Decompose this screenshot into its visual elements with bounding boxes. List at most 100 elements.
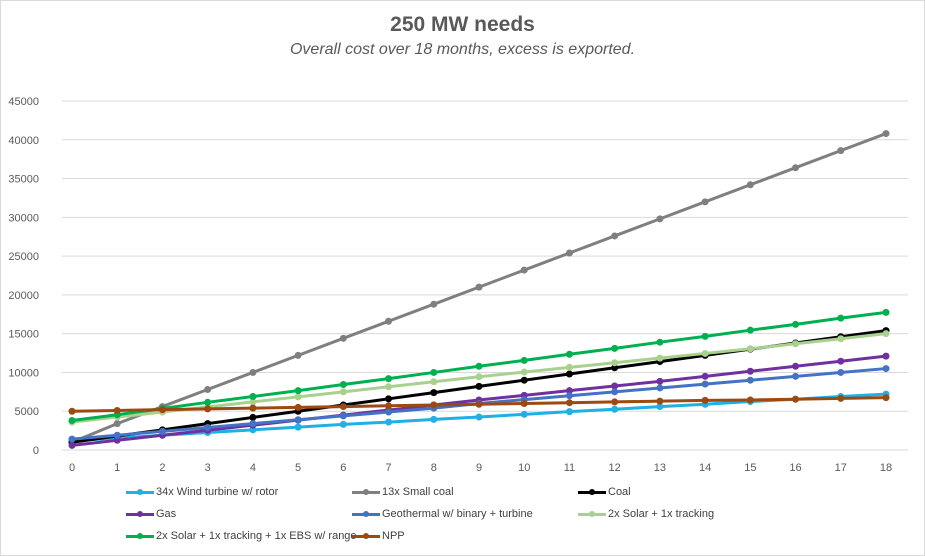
data-point — [882, 330, 890, 338]
data-point — [339, 380, 347, 388]
data-point — [656, 403, 664, 411]
data-point — [792, 320, 800, 328]
data-point — [520, 376, 528, 384]
legend-marker-icon — [126, 531, 154, 541]
data-point — [294, 403, 302, 411]
data-point — [430, 415, 438, 423]
data-point — [701, 372, 709, 380]
data-point — [837, 314, 845, 322]
x-tick-label: 16 — [789, 462, 801, 474]
data-point — [882, 130, 890, 138]
data-point — [294, 387, 302, 395]
data-point — [430, 378, 438, 386]
data-point — [565, 392, 573, 400]
data-point — [520, 399, 528, 407]
data-point — [611, 364, 619, 372]
legend-item: 34x Wind turbine w/ rotor — [126, 486, 278, 498]
data-point — [339, 412, 347, 420]
data-point — [339, 403, 347, 411]
data-point — [565, 350, 573, 358]
chart-subtitle: Overall cost over 18 months, excess is e… — [289, 41, 636, 58]
data-point — [656, 354, 664, 362]
data-point — [68, 435, 76, 443]
series-npp — [68, 394, 890, 415]
data-point — [656, 215, 664, 223]
data-point — [68, 407, 76, 415]
data-point — [113, 406, 121, 414]
data-point — [113, 420, 121, 428]
x-tick-label: 15 — [744, 462, 756, 474]
data-point — [792, 372, 800, 380]
data-point — [385, 317, 393, 325]
data-point — [475, 413, 483, 421]
data-point — [385, 383, 393, 391]
data-point — [746, 376, 754, 384]
legend-item: 2x Solar + 1x tracking + 1x EBS w/ range — [126, 530, 357, 542]
data-point — [385, 402, 393, 410]
data-point — [792, 340, 800, 348]
data-point — [158, 427, 166, 435]
legend-item: Coal — [578, 486, 631, 498]
x-tick-label: 6 — [340, 462, 346, 474]
x-tick-label: 13 — [654, 462, 666, 474]
data-point — [520, 410, 528, 418]
data-point — [611, 405, 619, 413]
data-point — [792, 362, 800, 370]
data-point — [837, 357, 845, 365]
x-tick-label: 1 — [114, 462, 120, 474]
data-point — [701, 198, 709, 206]
y-tick-label: 40000 — [8, 135, 39, 147]
y-tick-label: 15000 — [8, 329, 39, 341]
data-point — [294, 393, 302, 401]
data-point — [520, 368, 528, 376]
data-point — [611, 388, 619, 396]
legend-marker-icon — [578, 487, 606, 497]
x-tick-label: 18 — [880, 462, 892, 474]
legend-marker-icon — [352, 509, 380, 519]
data-point — [656, 397, 664, 405]
data-point — [792, 395, 800, 403]
data-point — [204, 398, 212, 406]
data-point — [249, 420, 257, 428]
data-point — [430, 300, 438, 308]
y-tick-label: 0 — [33, 445, 39, 457]
data-point — [475, 283, 483, 291]
data-point — [565, 408, 573, 416]
legend-label: 2x Solar + 1x tracking + 1x EBS w/ range — [156, 530, 357, 542]
data-point — [701, 332, 709, 340]
data-point — [249, 392, 257, 400]
data-point — [385, 418, 393, 426]
data-point — [475, 382, 483, 390]
y-tick-label: 30000 — [8, 212, 39, 224]
legend-label: NPP — [382, 530, 405, 542]
y-tick-label: 5000 — [15, 406, 39, 418]
data-point — [68, 417, 76, 425]
series-lines — [68, 130, 890, 449]
data-point — [611, 398, 619, 406]
legend-marker-icon — [352, 487, 380, 497]
data-point — [249, 368, 257, 376]
gridlines — [62, 100, 908, 451]
data-point — [339, 334, 347, 342]
data-point — [746, 367, 754, 375]
y-tick-label: 25000 — [8, 251, 39, 263]
data-point — [701, 396, 709, 404]
data-point — [565, 249, 573, 257]
data-point — [113, 431, 121, 439]
legend-label: 34x Wind turbine w/ rotor — [156, 486, 279, 498]
data-point — [882, 308, 890, 316]
legend-item: Geothermal w/ binary + turbine — [352, 508, 533, 520]
data-point — [339, 388, 347, 396]
x-tick-label: 7 — [385, 462, 391, 474]
x-tick-label: 3 — [205, 462, 211, 474]
data-point — [249, 413, 257, 421]
x-tick-label: 17 — [835, 462, 847, 474]
x-axis-tick-labels: 0 1 2 3 4 5 6 7 8 9 10 11 12 13 14 15 16 17 18 — [69, 462, 892, 474]
data-point — [611, 359, 619, 367]
y-tick-label: 35000 — [8, 174, 39, 186]
data-point — [294, 416, 302, 424]
data-point — [837, 147, 845, 155]
data-point — [882, 352, 890, 360]
